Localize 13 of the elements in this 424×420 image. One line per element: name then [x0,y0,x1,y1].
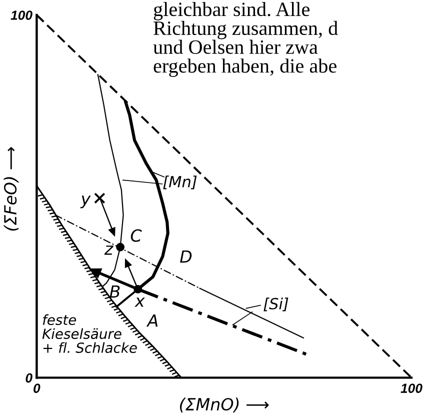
annotation: z [104,246,114,255]
annotation: C [130,229,142,242]
annotation: B [110,285,120,298]
annotation: x [134,298,145,307]
annotation: D [180,250,192,263]
annotation: A [146,314,158,327]
y-axis-title: (ΣFeO) ⟶ [4,147,19,231]
annotation: [Mn] [163,176,197,190]
x-axis-title: (ΣMnO) ⟶ [180,398,269,413]
annotation: [Si] [264,298,288,312]
annotation: feste Kieselsäure + fl. Schlacke [42,314,137,353]
annotation: y [80,196,91,208]
annotation: gleichbar sind. Alle Richtung zusammen, d und Oelsen hier zwa ergeben haben, die abe [153,2,338,77]
